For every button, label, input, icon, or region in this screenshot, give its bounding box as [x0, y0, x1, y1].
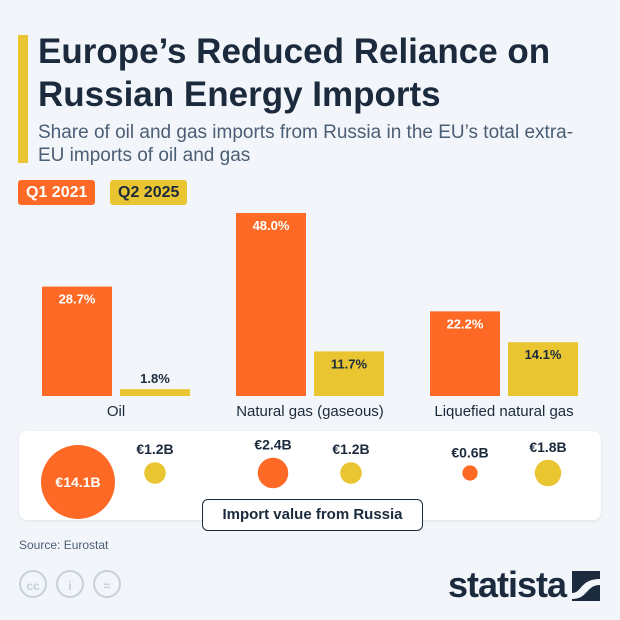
- source: Source: Eurostat: [19, 538, 109, 552]
- bubble-q1-2021-0: [41, 445, 115, 519]
- bar-q2-2025-0: [120, 389, 190, 396]
- category-label: Oil: [107, 403, 125, 420]
- page-title: Europe’s Reduced Reliance on Russian Ene…: [38, 32, 551, 114]
- bar-chart: 28.7% 1.8% Oil 48.0% 11.7% Natural gas (gaseo…: [41, 213, 578, 519]
- title-accent-bar: [18, 35, 28, 163]
- data-label: 1.8%: [140, 371, 170, 386]
- attribution-icon[interactable]: i: [56, 570, 84, 598]
- data-label: 11.7%: [331, 356, 368, 371]
- data-label: 22.2%: [447, 316, 484, 331]
- bar-q2-2025-2: [508, 342, 578, 396]
- bubble-label: €1.2B: [136, 441, 173, 457]
- bubble-q1-2021-2: [462, 465, 478, 481]
- bubble-q1-2021-1: [257, 457, 289, 489]
- import-value-label: Import value from Russia: [202, 499, 423, 531]
- bar-q2-2025-1: [314, 351, 384, 396]
- bubble-q2-2025-0: [144, 462, 166, 484]
- bar-q1-2021-2: [430, 311, 500, 396]
- bubble-label: €1.8B: [529, 439, 566, 455]
- statista-logo-mark-icon: [572, 571, 600, 601]
- legend-q1-2021: Q1 2021: [18, 180, 96, 205]
- cc-icon[interactable]: cc: [19, 570, 47, 598]
- legend-q2-2025: Q2 2025: [110, 180, 188, 205]
- bubble-q2-2025-1: [340, 462, 362, 484]
- bubble-q2-2025-2: [534, 459, 562, 487]
- category-label: Liquefied natural gas: [434, 403, 573, 420]
- bar-q1-2021-1: [236, 213, 306, 396]
- data-label: 28.7%: [59, 292, 96, 307]
- subtitle: Share of oil and gas imports from Russia…: [38, 122, 574, 166]
- bubble-label: €14.1B: [55, 474, 100, 490]
- bar-q1-2021-0: [42, 286, 112, 396]
- bubble-label: €2.4B: [254, 437, 291, 453]
- no-derivatives-icon[interactable]: =: [93, 570, 121, 598]
- category-label: Natural gas (gaseous): [236, 403, 384, 420]
- data-label: 48.0%: [253, 218, 290, 233]
- bubble-label: €0.6B: [451, 444, 488, 460]
- statista-logo[interactable]: statista: [447, 564, 567, 605]
- bubble-label: €1.2B: [332, 441, 369, 457]
- data-label: 14.1%: [525, 347, 562, 362]
